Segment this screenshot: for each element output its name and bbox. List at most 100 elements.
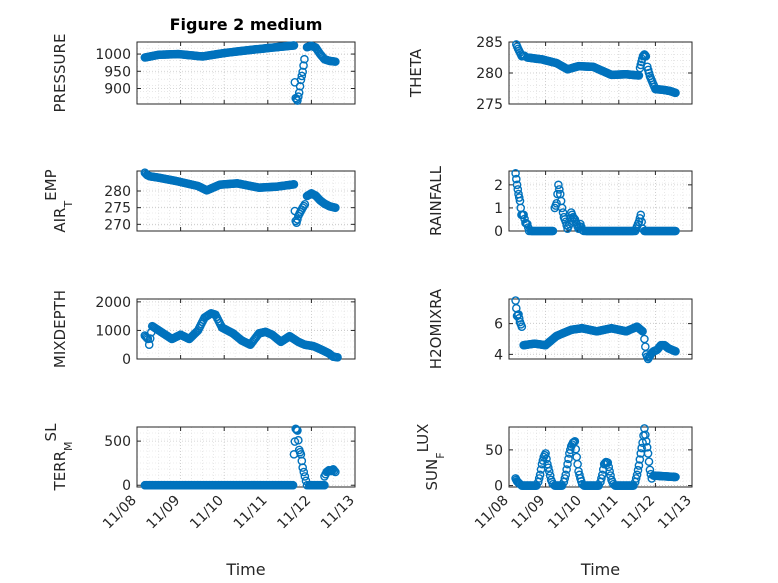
data-point bbox=[144, 340, 154, 350]
data-point bbox=[642, 443, 652, 452]
y-axis-label: THETA bbox=[407, 48, 425, 98]
data-point bbox=[512, 180, 522, 190]
data-point bbox=[517, 322, 527, 331]
y-tick-label: 0 bbox=[122, 478, 131, 494]
panel-rainfall: 0 1 2 RAINFALL bbox=[427, 165, 693, 240]
data-point bbox=[320, 480, 329, 490]
data-point bbox=[568, 212, 578, 222]
data-point bbox=[514, 313, 524, 323]
data-point bbox=[299, 467, 309, 477]
y-tick-label: 50 bbox=[485, 443, 503, 459]
data-point bbox=[326, 466, 336, 476]
data-point bbox=[635, 455, 645, 464]
y-tick-label: 1 bbox=[494, 201, 503, 217]
y-axis-label: RAINFALL bbox=[427, 165, 445, 236]
y-tick-label: 900 bbox=[104, 82, 131, 98]
data-point bbox=[634, 461, 644, 470]
y-tick-label: 0 bbox=[494, 479, 503, 495]
data-point bbox=[328, 465, 338, 474]
data-point bbox=[671, 226, 680, 236]
data-point bbox=[329, 466, 339, 475]
y-tick-label: 285 bbox=[476, 35, 503, 51]
data-point bbox=[564, 454, 573, 464]
y-tick-label: 0 bbox=[494, 224, 503, 240]
data-point bbox=[641, 436, 651, 446]
data-point bbox=[331, 467, 340, 477]
y-tick-label: 275 bbox=[104, 201, 131, 217]
data-point bbox=[570, 436, 580, 446]
data-point bbox=[288, 480, 298, 490]
y-tick-label: 2 bbox=[494, 178, 503, 194]
data-point bbox=[632, 470, 642, 480]
axes-frame-h2omixra bbox=[508, 298, 693, 360]
data-point bbox=[671, 88, 680, 98]
data-point bbox=[562, 465, 571, 474]
data-point bbox=[603, 458, 613, 468]
data-point bbox=[535, 470, 545, 480]
data-point bbox=[511, 169, 520, 178]
data-point bbox=[295, 81, 305, 91]
data-point bbox=[561, 470, 571, 480]
y-axis-label: TERRMSL bbox=[42, 423, 75, 492]
data-point bbox=[293, 426, 302, 435]
data-point bbox=[554, 180, 563, 190]
data-point bbox=[671, 347, 680, 356]
axes-frame-air_temp bbox=[136, 170, 356, 232]
data-point bbox=[633, 465, 643, 475]
y-tick-label: 275 bbox=[476, 97, 503, 113]
data-point bbox=[299, 61, 308, 70]
data-point bbox=[604, 462, 614, 472]
data-point bbox=[141, 332, 151, 342]
data-point bbox=[297, 71, 307, 81]
data-point bbox=[513, 185, 523, 194]
data-point bbox=[563, 459, 572, 469]
data-point bbox=[519, 210, 528, 220]
data-point bbox=[637, 443, 646, 453]
data-point bbox=[553, 189, 562, 199]
data-point bbox=[514, 193, 524, 202]
axes-frame-pressure bbox=[136, 41, 356, 105]
panel-theta: 275 280 285 THETA bbox=[407, 35, 693, 113]
data-point bbox=[294, 435, 303, 445]
panel-mixdepth: 0 1000 2000 MIXDEPTH bbox=[51, 290, 356, 368]
data-point bbox=[298, 67, 307, 77]
y-tick-label: 4 bbox=[494, 347, 503, 363]
data-point bbox=[300, 472, 310, 481]
data-point bbox=[293, 215, 302, 224]
data-point bbox=[300, 54, 309, 64]
y-tick-label: 2000 bbox=[95, 295, 131, 311]
data-point bbox=[548, 226, 558, 236]
data-point bbox=[631, 474, 641, 483]
data-point bbox=[145, 334, 155, 343]
data-point bbox=[598, 470, 607, 480]
y-tick-label: 280 bbox=[104, 184, 131, 200]
y-tick-label: 1000 bbox=[95, 323, 131, 339]
data-point bbox=[641, 51, 651, 61]
data-point bbox=[294, 88, 304, 97]
data-point bbox=[289, 41, 299, 50]
data-point bbox=[294, 92, 303, 101]
y-axis-label: PRESSURE bbox=[51, 34, 69, 113]
x-axis-label: Time bbox=[580, 560, 620, 579]
data-point bbox=[291, 424, 301, 434]
data-point bbox=[298, 463, 307, 472]
y-tick-label: 1000 bbox=[95, 47, 131, 63]
data-point bbox=[671, 472, 680, 482]
data-point bbox=[296, 75, 306, 85]
y-axis-label: H2OMIXRA bbox=[427, 288, 445, 369]
y-tick-label: 500 bbox=[104, 434, 131, 450]
data-point bbox=[638, 327, 647, 336]
data-point bbox=[534, 474, 544, 483]
panel-h2omixra: 4 6 H2OMIXRA bbox=[427, 288, 693, 369]
data-point bbox=[331, 203, 340, 212]
data-point bbox=[557, 203, 567, 213]
data-point bbox=[331, 57, 340, 66]
data-point bbox=[560, 474, 570, 483]
data-point bbox=[289, 180, 299, 189]
data-point bbox=[333, 352, 342, 362]
data-point bbox=[552, 199, 561, 208]
data-point bbox=[300, 200, 310, 209]
